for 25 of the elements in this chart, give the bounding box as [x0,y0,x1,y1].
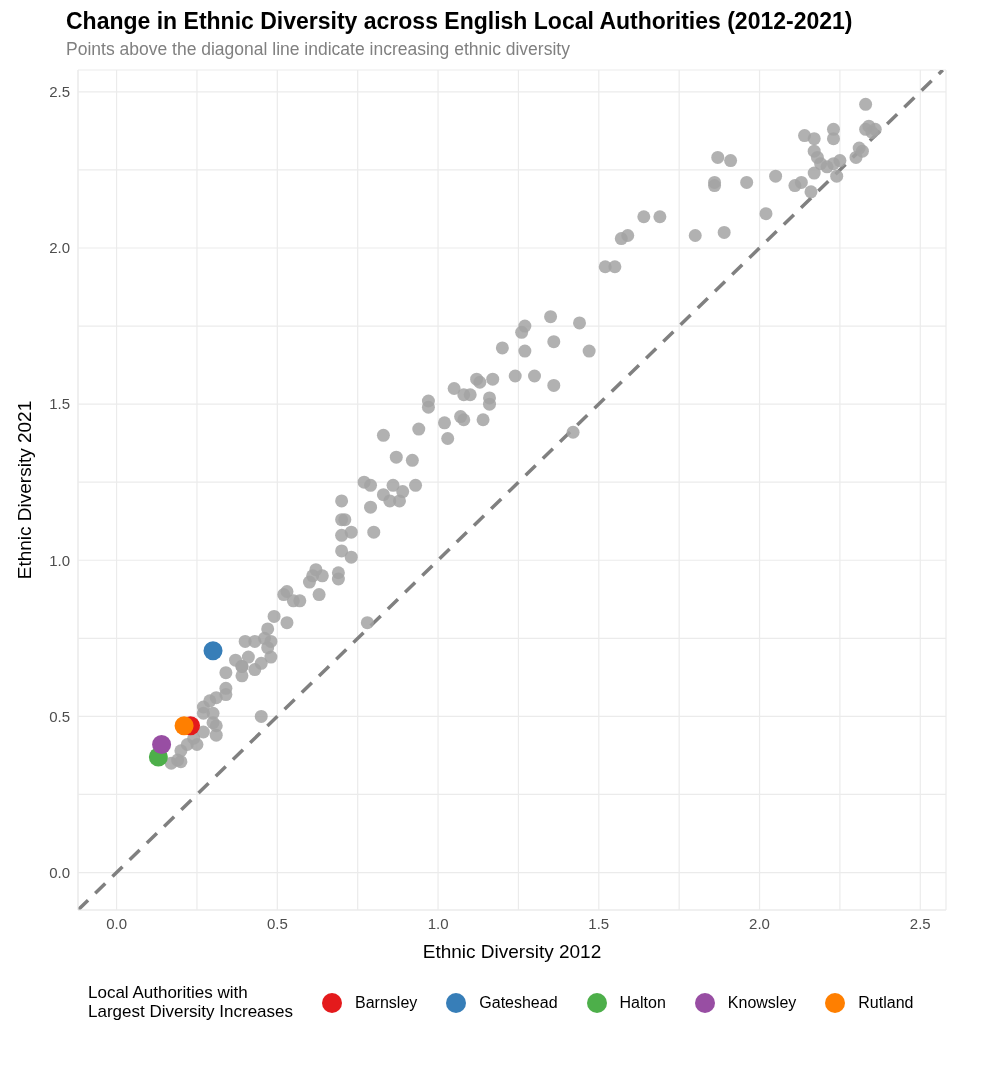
y-axis-title: Ethnic Diversity 2021 [13,400,35,580]
legend-title: Local Authorities with Largest Diversity Increases [88,983,294,1022]
point [203,641,223,661]
chart-subtitle: Points above the diagonal line indicate increasing ethnic diversity [66,39,571,60]
y-tick-label: 1.0 [49,551,70,569]
legend-label: Gateshead [479,993,558,1012]
x-tick-label: 2.5 [909,914,931,932]
legend-label: Rutland [858,993,914,1012]
x-tick-label: 1.0 [427,914,449,932]
y-tick-label: 0.0 [49,863,70,881]
x-axis-title: Ethnic Diversity 2012 [422,941,602,962]
point [152,735,172,754]
y-tick-label: 2.5 [49,83,70,101]
y-tick-label: 0.5 [49,707,70,725]
chart-title: Change in Ethnic Diversity across English Local Authorities (2012-2021) [66,8,854,35]
y-tick-label: 2.0 [49,239,70,257]
x-tick-label: 2.0 [749,914,770,932]
y-tick-label: 1.5 [49,395,70,413]
legend-label: Halton [619,993,666,1012]
legend-label: Knowsley [727,993,797,1012]
legend-label: Barnsley [355,993,418,1012]
x-tick-label: 1.5 [588,914,610,932]
point [174,716,194,736]
x-tick-label: 0.5 [266,914,288,932]
x-tick-label: 0.0 [106,914,128,932]
